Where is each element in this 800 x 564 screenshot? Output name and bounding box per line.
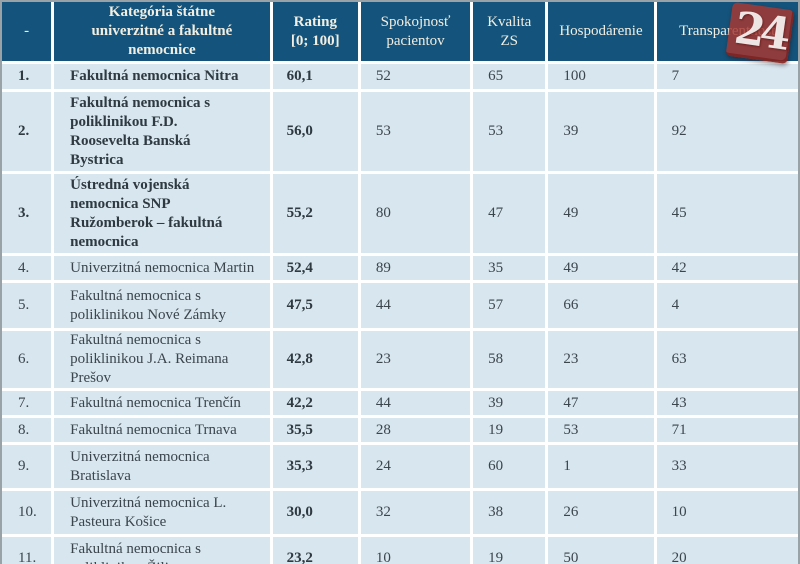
economy-value: 66 — [548, 283, 657, 331]
column-header-rating: Rating [0; 100] — [272, 2, 361, 64]
column-header-quality: Kvalita ZS — [473, 2, 549, 64]
transparency-value: 92 — [656, 92, 798, 174]
economy-value: 50 — [548, 537, 657, 564]
hospital-name: Fakultná nemocnica Trenčín — [54, 391, 273, 418]
hospital-name: Univerzitná nemocnica L. Pasteura Košice — [54, 491, 273, 537]
column-header-satisfaction: Spokojnosť pacientov — [360, 2, 474, 64]
quality-value: 38 — [473, 491, 549, 537]
table-row: 11. Fakultná nemocnica s poliklinikou Ži… — [2, 537, 798, 564]
transparency-value: 71 — [656, 418, 798, 445]
hospital-name: Fakultná nemocnica s poliklinikou F.D. R… — [54, 92, 273, 174]
table-row: 2. Fakultná nemocnica s poliklinikou F.D… — [2, 92, 798, 174]
table-row: 4. Univerzitná nemocnica Martin 52,4 89 … — [2, 256, 798, 283]
hospital-name: Fakultná nemocnica s poliklinikou J.A. R… — [54, 331, 273, 391]
satisfaction-value: 53 — [360, 92, 474, 174]
economy-value: 23 — [548, 331, 657, 391]
table-row: 7. Fakultná nemocnica Trenčín 42,2 44 39… — [2, 391, 798, 418]
hospital-name: Fakultná nemocnica s poliklinikou Žilina — [54, 537, 273, 564]
hospital-name: Fakultná nemocnica Nitra — [54, 64, 273, 92]
rank-cell: 3. — [2, 174, 55, 256]
transparency-value: 4 — [656, 283, 798, 331]
quality-value: 57 — [473, 283, 549, 331]
rating-value: 30,0 — [272, 491, 361, 537]
transparency-value: 63 — [656, 331, 798, 391]
rank-cell: 6. — [2, 331, 55, 391]
hospital-name: Univerzitná nemocnica Bratislava — [54, 445, 273, 491]
rank-cell: 5. — [2, 283, 55, 331]
header-row: - Kategória štátne univerzitné a fakultn… — [2, 2, 798, 64]
satisfaction-value: 24 — [360, 445, 474, 491]
column-header-rank: - — [2, 2, 55, 64]
rating-value: 35,5 — [272, 418, 361, 445]
rank-cell: 1. — [2, 64, 55, 92]
satisfaction-value: 28 — [360, 418, 474, 445]
hospital-name: Univerzitná nemocnica Martin — [54, 256, 273, 283]
transparency-value: 33 — [656, 445, 798, 491]
rating-value: 23,2 — [272, 537, 361, 564]
economy-value: 53 — [548, 418, 657, 445]
satisfaction-value: 10 — [360, 537, 474, 564]
rank-cell: 10. — [2, 491, 55, 537]
table-row: 3. Ústredná vojenská nemocnica SNP Ružom… — [2, 174, 798, 256]
table-row: 9. Univerzitná nemocnica Bratislava 35,3… — [2, 445, 798, 491]
transparency-value: 7 — [656, 64, 798, 92]
rating-value: 47,5 — [272, 283, 361, 331]
quality-value: 39 — [473, 391, 549, 418]
economy-value: 49 — [548, 174, 657, 256]
satisfaction-value: 23 — [360, 331, 474, 391]
hospital-name: Ústredná vojenská nemocnica SNP Ružomber… — [54, 174, 273, 256]
economy-value: 39 — [548, 92, 657, 174]
rank-cell: 8. — [2, 418, 55, 445]
quality-value: 35 — [473, 256, 549, 283]
satisfaction-value: 44 — [360, 283, 474, 331]
rank-cell: 11. — [2, 537, 55, 564]
column-header-category: Kategória štátne univerzitné a fakultné … — [54, 2, 273, 64]
economy-value: 26 — [548, 491, 657, 537]
economy-value: 47 — [548, 391, 657, 418]
transparency-value: 42 — [656, 256, 798, 283]
transparency-value: 45 — [656, 174, 798, 256]
transparency-value: 43 — [656, 391, 798, 418]
table-row: 10. Univerzitná nemocnica L. Pasteura Ko… — [2, 491, 798, 537]
table-row: 1. Fakultná nemocnica Nitra 60,1 52 65 1… — [2, 64, 798, 92]
hospital-name: Fakultná nemocnica Trnava — [54, 418, 273, 445]
rank-cell: 9. — [2, 445, 55, 491]
satisfaction-value: 80 — [360, 174, 474, 256]
rank-cell: 4. — [2, 256, 55, 283]
satisfaction-value: 44 — [360, 391, 474, 418]
table-row: 6. Fakultná nemocnica s poliklinikou J.A… — [2, 331, 798, 391]
transparency-value: 10 — [656, 491, 798, 537]
rating-value: 52,4 — [272, 256, 361, 283]
column-header-economy: Hospodárenie — [548, 2, 657, 64]
hospital-name: Fakultná nemocnica s poliklinikou Nové Z… — [54, 283, 273, 331]
satisfaction-value: 52 — [360, 64, 474, 92]
logo-24-text: 24 — [731, 2, 790, 60]
table-row: 5. Fakultná nemocnica s poliklinikou Nov… — [2, 283, 798, 331]
rating-value: 35,3 — [272, 445, 361, 491]
quality-value: 19 — [473, 418, 549, 445]
rating-value: 56,0 — [272, 92, 361, 174]
table-row: 8. Fakultná nemocnica Trnava 35,5 28 19 … — [2, 418, 798, 445]
quality-value: 53 — [473, 92, 549, 174]
economy-value: 1 — [548, 445, 657, 491]
satisfaction-value: 32 — [360, 491, 474, 537]
rating-value: 60,1 — [272, 64, 361, 92]
quality-value: 60 — [473, 445, 549, 491]
rank-cell: 2. — [2, 92, 55, 174]
logo-24-badge: 24 — [725, 2, 795, 65]
quality-value: 65 — [473, 64, 549, 92]
quality-value: 47 — [473, 174, 549, 256]
rating-value: 55,2 — [272, 174, 361, 256]
rating-value: 42,2 — [272, 391, 361, 418]
rank-cell: 7. — [2, 391, 55, 418]
rating-value: 42,8 — [272, 331, 361, 391]
quality-value: 19 — [473, 537, 549, 564]
transparency-value: 20 — [656, 537, 798, 564]
economy-value: 100 — [548, 64, 657, 92]
quality-value: 58 — [473, 331, 549, 391]
satisfaction-value: 89 — [360, 256, 474, 283]
economy-value: 49 — [548, 256, 657, 283]
